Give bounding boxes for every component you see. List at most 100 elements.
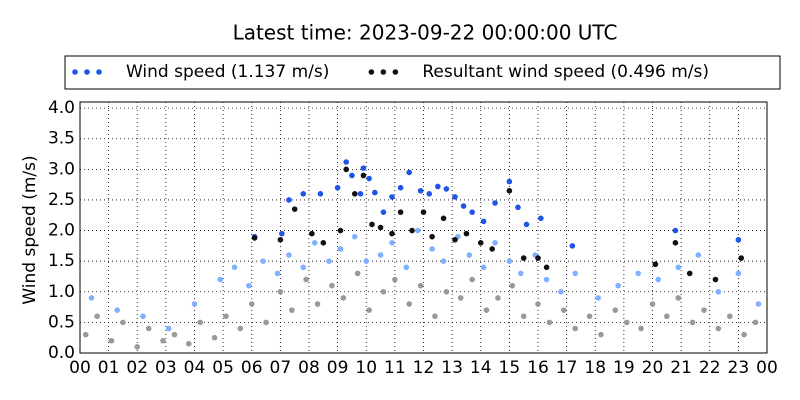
point [392, 276, 398, 283]
x-tick-label: 13 [441, 358, 463, 378]
point [726, 313, 733, 320]
point [389, 240, 395, 246]
point [672, 227, 679, 234]
point [701, 307, 707, 313]
point [326, 258, 332, 264]
point [506, 258, 513, 264]
point [686, 270, 693, 277]
point [715, 288, 722, 295]
point [523, 221, 530, 228]
y-tick-label: 2.0 [48, 221, 75, 241]
point [443, 288, 450, 295]
point [369, 221, 375, 228]
point [535, 301, 541, 307]
x-tick-label: 00 [69, 358, 91, 378]
point [377, 252, 384, 258]
x-tick-label: 14 [470, 358, 492, 378]
legend-marker [84, 69, 90, 75]
point [406, 301, 412, 307]
point [452, 194, 458, 200]
y-tick-label: 1.5 [48, 251, 75, 271]
point [329, 282, 335, 289]
point [492, 200, 498, 206]
point [735, 270, 742, 277]
point [755, 301, 762, 307]
point [185, 341, 192, 347]
x-tick-label: 03 [155, 358, 177, 378]
point [595, 295, 601, 301]
point [538, 215, 544, 222]
legend-marker [368, 69, 375, 75]
point [380, 209, 387, 215]
y-tick-label: 2.5 [48, 190, 75, 210]
point [417, 282, 424, 289]
x-tick-label: 09 [327, 358, 349, 378]
x-tick-label: 12 [413, 358, 435, 378]
x-tick-label: 11 [384, 358, 406, 378]
point [414, 227, 421, 234]
point [664, 313, 670, 320]
point [675, 264, 682, 271]
point [655, 276, 662, 283]
point [397, 209, 404, 215]
point [469, 276, 475, 283]
point [689, 319, 696, 326]
point [652, 261, 659, 268]
x-tick-label: 01 [98, 358, 120, 378]
point [560, 307, 567, 313]
point [612, 307, 619, 313]
point [251, 235, 258, 241]
point [452, 236, 458, 243]
x-tick-label: 10 [355, 358, 377, 378]
point [217, 276, 224, 283]
point [260, 258, 267, 264]
y-tick-label: 3.0 [48, 159, 75, 179]
point [435, 183, 441, 190]
point [300, 191, 307, 197]
point [429, 233, 435, 240]
point [489, 246, 496, 252]
point [274, 270, 281, 277]
point [337, 246, 344, 252]
point [712, 276, 719, 283]
point [506, 187, 513, 194]
x-tick-label: 07 [270, 358, 292, 378]
point [171, 331, 178, 338]
point [635, 270, 641, 277]
x-tick-label: 23 [728, 358, 750, 378]
point [197, 319, 204, 326]
point [366, 175, 372, 182]
point [317, 191, 324, 197]
point [463, 230, 470, 237]
point [546, 319, 553, 326]
point [309, 230, 315, 237]
point [403, 264, 410, 271]
point [360, 172, 367, 179]
point [535, 255, 541, 261]
legend-label: Resultant wind speed (0.496 m/s) [422, 62, 709, 82]
point [88, 295, 95, 301]
point [120, 319, 126, 326]
point [457, 295, 464, 301]
point [586, 313, 593, 320]
point [543, 264, 550, 271]
x-tick-label: 06 [241, 358, 263, 378]
point [311, 240, 318, 246]
point [741, 331, 747, 338]
point [440, 258, 447, 264]
plot-frame [79, 101, 768, 354]
y-tick-label: 0.0 [48, 343, 75, 363]
y-tick-label: 1.0 [48, 282, 75, 302]
point [569, 243, 576, 249]
point [248, 301, 255, 307]
point [429, 246, 435, 252]
legend [64, 55, 781, 90]
point [277, 288, 284, 295]
point [140, 313, 146, 320]
point [320, 240, 327, 246]
point [420, 209, 427, 215]
point [165, 325, 172, 332]
point [506, 178, 513, 185]
point [191, 301, 198, 307]
